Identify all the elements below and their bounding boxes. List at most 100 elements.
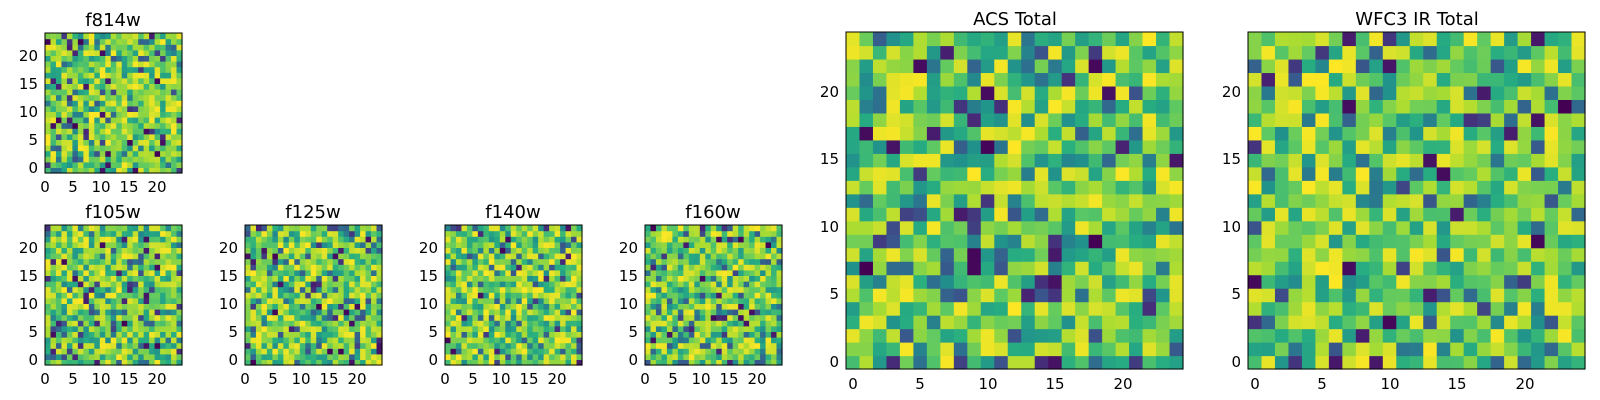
heatmap-cell: [1102, 274, 1117, 289]
heatmap-cell: [154, 167, 161, 174]
heatmap-cell: [655, 320, 663, 327]
heatmap-cell: [50, 77, 57, 84]
heatmap-cell: [45, 292, 52, 299]
heatmap-cell: [50, 247, 57, 254]
heatmap-cell: [149, 128, 156, 135]
heatmap-cell: [250, 325, 257, 332]
heatmap-cell: [165, 275, 172, 282]
heatmap-cell: [1396, 328, 1411, 343]
heatmap-cell: [165, 77, 172, 84]
heatmap-cell: [72, 156, 79, 163]
heatmap-cell: [543, 275, 550, 282]
heatmap-cell: [899, 342, 914, 357]
heatmap-cell: [110, 320, 117, 327]
heatmap-cell: [127, 100, 134, 107]
heatmap-cell: [760, 359, 767, 366]
heatmap-cell: [316, 309, 323, 316]
heatmap-cell: [554, 281, 561, 288]
heatmap-cell: [494, 342, 501, 349]
heatmap-cell: [538, 269, 545, 276]
heatmap-cell: [1061, 355, 1076, 370]
heatmap-cell: [743, 286, 750, 293]
heatmap-cell: [1274, 85, 1290, 100]
heatmap-cell: [510, 320, 517, 327]
heatmap-cell: [940, 180, 955, 195]
heatmap-cell: [94, 275, 101, 282]
heatmap-cell: [688, 325, 695, 332]
heatmap-cell: [760, 258, 767, 265]
heatmap-cell: [505, 269, 512, 276]
heatmap-cell: [61, 309, 68, 316]
heatmap-cell: [1463, 45, 1478, 60]
heatmap-cell: [1261, 85, 1276, 100]
heatmap-cell: [160, 33, 167, 40]
heatmap-cell: [332, 297, 339, 304]
heatmap-cell: [694, 303, 701, 310]
heatmap-cell: [61, 38, 68, 45]
heatmap-cell: [171, 111, 178, 118]
heatmap-cell: [494, 281, 501, 288]
heatmap-cell: [472, 314, 479, 321]
heatmap-cell: [316, 292, 323, 299]
heatmap-cell: [716, 275, 723, 282]
heatmap-cell: [1115, 45, 1130, 60]
heatmap-cell: [272, 359, 279, 366]
heatmap-cell: [694, 275, 701, 282]
heatmap-cell: [1048, 261, 1063, 276]
heatmap-cell: [1328, 112, 1343, 127]
heatmap-cell: [83, 297, 90, 304]
heatmap-cell: [1288, 328, 1303, 343]
heatmap-cell: [1409, 342, 1424, 357]
heatmap-cell: [705, 353, 712, 360]
heatmap-cell: [121, 331, 128, 338]
heatmap-cell: [50, 89, 57, 96]
heatmap-cell: [1007, 85, 1022, 100]
heatmap-cell: [483, 230, 490, 237]
heatmap-cell: [554, 331, 561, 338]
heatmap-cell: [576, 342, 583, 349]
heatmap-cell: [549, 303, 556, 310]
heatmap-cell: [765, 247, 772, 254]
heatmap-cell: [538, 325, 545, 332]
heatmap-cell: [466, 236, 473, 243]
heatmap-cell: [1531, 180, 1546, 195]
heatmap-cell: [1504, 85, 1519, 100]
heatmap-cell: [371, 331, 378, 338]
heatmap-cell: [754, 230, 761, 237]
heatmap-cell: [1544, 315, 1559, 330]
heatmap-cell: [846, 193, 861, 208]
heatmap-cell: [376, 269, 383, 276]
heatmap-cell: [455, 314, 463, 321]
heatmap-cell: [483, 258, 490, 265]
heatmap-cell: [299, 253, 306, 260]
heatmap-cell: [1288, 247, 1303, 262]
heatmap-cell: [1396, 207, 1411, 222]
heatmap-cell: [655, 286, 663, 293]
heatmap-cell: [705, 241, 712, 248]
heatmap-cell: [255, 269, 263, 276]
heatmap-cell: [121, 167, 128, 174]
heatmap-cell: [165, 241, 172, 248]
heatmap-cell: [110, 111, 117, 118]
heatmap-cell: [913, 180, 928, 195]
heatmap-cell: [953, 58, 968, 74]
heatmap-cell: [283, 359, 290, 366]
heatmap-cell: [171, 38, 178, 45]
heatmap-cell: [505, 247, 512, 254]
heatmap-cell: [661, 303, 668, 310]
heatmap-cell: [1088, 139, 1103, 154]
heatmap-cell: [1355, 166, 1370, 181]
heatmap-cell: [72, 247, 79, 254]
heatmap-cell: [61, 269, 68, 276]
heatmap-cell: [343, 353, 350, 360]
heatmap-cell: [1248, 220, 1263, 235]
heatmap-cell: [94, 292, 101, 299]
heatmap-cell: [1544, 180, 1559, 195]
heatmap-cell: [1463, 58, 1478, 74]
heatmap-cell: [165, 303, 172, 310]
heatmap-cell: [250, 359, 257, 366]
heatmap-cell: [149, 241, 156, 248]
heatmap-cell: [99, 247, 106, 254]
heatmap-cell: [88, 100, 95, 107]
heatmap-cell: [1504, 234, 1519, 249]
